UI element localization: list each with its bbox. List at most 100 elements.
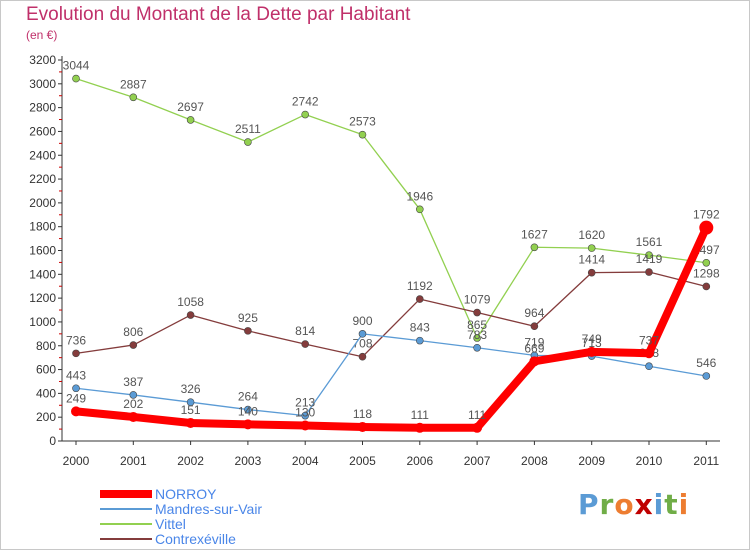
y-tick-label: 1400	[29, 267, 56, 281]
data-point	[358, 352, 367, 361]
chart-title: Evolution du Montant de la Dette par Hab…	[26, 4, 411, 25]
x-tick-label: 2005	[349, 454, 376, 468]
data-point	[358, 130, 367, 139]
x-tick-label: 2000	[63, 454, 90, 468]
data-label: 140	[238, 404, 258, 418]
legend-label: Contrexéville	[155, 530, 236, 547]
x-tick-label: 2009	[578, 454, 605, 468]
data-point	[530, 322, 539, 331]
data-label: 1298	[693, 266, 720, 280]
logo-letter: i	[653, 488, 665, 521]
data-label: 1414	[578, 253, 605, 267]
data-label: 118	[353, 407, 372, 421]
data-point	[415, 205, 424, 214]
data-label: 443	[66, 368, 86, 382]
data-label: 843	[410, 321, 430, 335]
data-point	[128, 411, 139, 422]
data-label: 1946	[406, 189, 433, 203]
data-label: 202	[123, 397, 143, 411]
series-line-vittel	[75, 77, 707, 339]
data-point	[301, 110, 310, 119]
logo-letter: t	[664, 488, 679, 521]
y-tick-label: 800	[36, 339, 56, 353]
legend-swatch	[100, 489, 152, 498]
x-tick-label: 2011	[693, 454, 719, 468]
y-tick-label: 200	[36, 410, 56, 424]
y-tick-label: 3000	[29, 77, 56, 91]
data-point	[472, 422, 483, 433]
data-point	[415, 295, 424, 303]
y-tick-label: 2800	[29, 101, 56, 115]
y-tick-label: 1800	[29, 220, 56, 234]
data-label: 387	[123, 375, 143, 389]
data-point	[414, 422, 425, 433]
data-point	[244, 138, 252, 146]
data-label: 264	[238, 390, 258, 404]
data-point	[185, 418, 196, 429]
data-label: 1627	[521, 227, 548, 241]
data-label: 925	[238, 311, 258, 325]
legend-item-vittel: Vittel	[100, 516, 186, 532]
legend-item-norroy: NORROY	[100, 486, 216, 502]
logo-letter: P	[578, 488, 600, 521]
data-label: 865	[467, 318, 487, 332]
data-label: 326	[181, 382, 201, 396]
x-tick-label: 2008	[521, 454, 548, 468]
data-point	[186, 311, 195, 319]
data-point	[301, 411, 310, 420]
legend-label: Mandres-sur-Vair	[155, 500, 263, 517]
data-point	[586, 346, 597, 357]
data-point	[644, 348, 654, 359]
data-label: 749	[582, 332, 602, 346]
legend-item-contrexéville: Contrexéville	[100, 530, 236, 547]
y-tick-label: 600	[36, 363, 56, 377]
data-label: 1561	[636, 235, 663, 249]
data-label: 1620	[578, 228, 605, 242]
data-point	[473, 343, 481, 352]
data-label: 1058	[177, 295, 204, 309]
series-line-norroy	[72, 223, 711, 432]
data-label: 964	[524, 306, 544, 320]
data-point	[301, 340, 310, 348]
data-label: 2697	[177, 100, 204, 114]
data-point	[645, 251, 653, 259]
data-point	[530, 243, 539, 252]
data-label: 1792	[693, 208, 720, 222]
data-label: 249	[66, 391, 86, 405]
data-point	[358, 330, 367, 338]
data-point	[72, 74, 80, 83]
data-label: 1192	[407, 279, 433, 293]
y-tick-label: 400	[36, 386, 56, 400]
data-label: 737	[639, 333, 659, 347]
data-label: 719	[524, 335, 544, 349]
logo-letter: i	[678, 488, 690, 521]
data-label: 900	[352, 314, 372, 328]
x-tick-label: 2007	[464, 454, 491, 468]
data-point	[699, 220, 714, 235]
data-label: 3044	[63, 59, 90, 73]
data-point	[129, 93, 138, 102]
y-tick-label: 2200	[29, 172, 56, 186]
y-tick-label: 1000	[29, 315, 56, 329]
data-label: 736	[66, 333, 86, 347]
data-point	[129, 341, 138, 349]
data-label: 2573	[349, 115, 376, 129]
logo-letter: o	[614, 488, 635, 521]
data-point	[415, 336, 424, 345]
data-label: 546	[696, 356, 716, 370]
y-tick-label: 2400	[29, 148, 56, 162]
y-tick-label: 2000	[29, 196, 56, 210]
data-point	[129, 391, 138, 399]
data-point	[72, 384, 80, 393]
data-point	[702, 282, 711, 291]
data-point	[242, 419, 253, 430]
legend-swatch	[100, 522, 152, 525]
data-point	[300, 420, 311, 431]
data-point	[244, 405, 252, 414]
chart-unit: (en €)	[26, 28, 58, 42]
data-label: 2887	[120, 77, 147, 91]
data-label: 111	[468, 408, 487, 422]
data-label: 1419	[636, 252, 663, 266]
